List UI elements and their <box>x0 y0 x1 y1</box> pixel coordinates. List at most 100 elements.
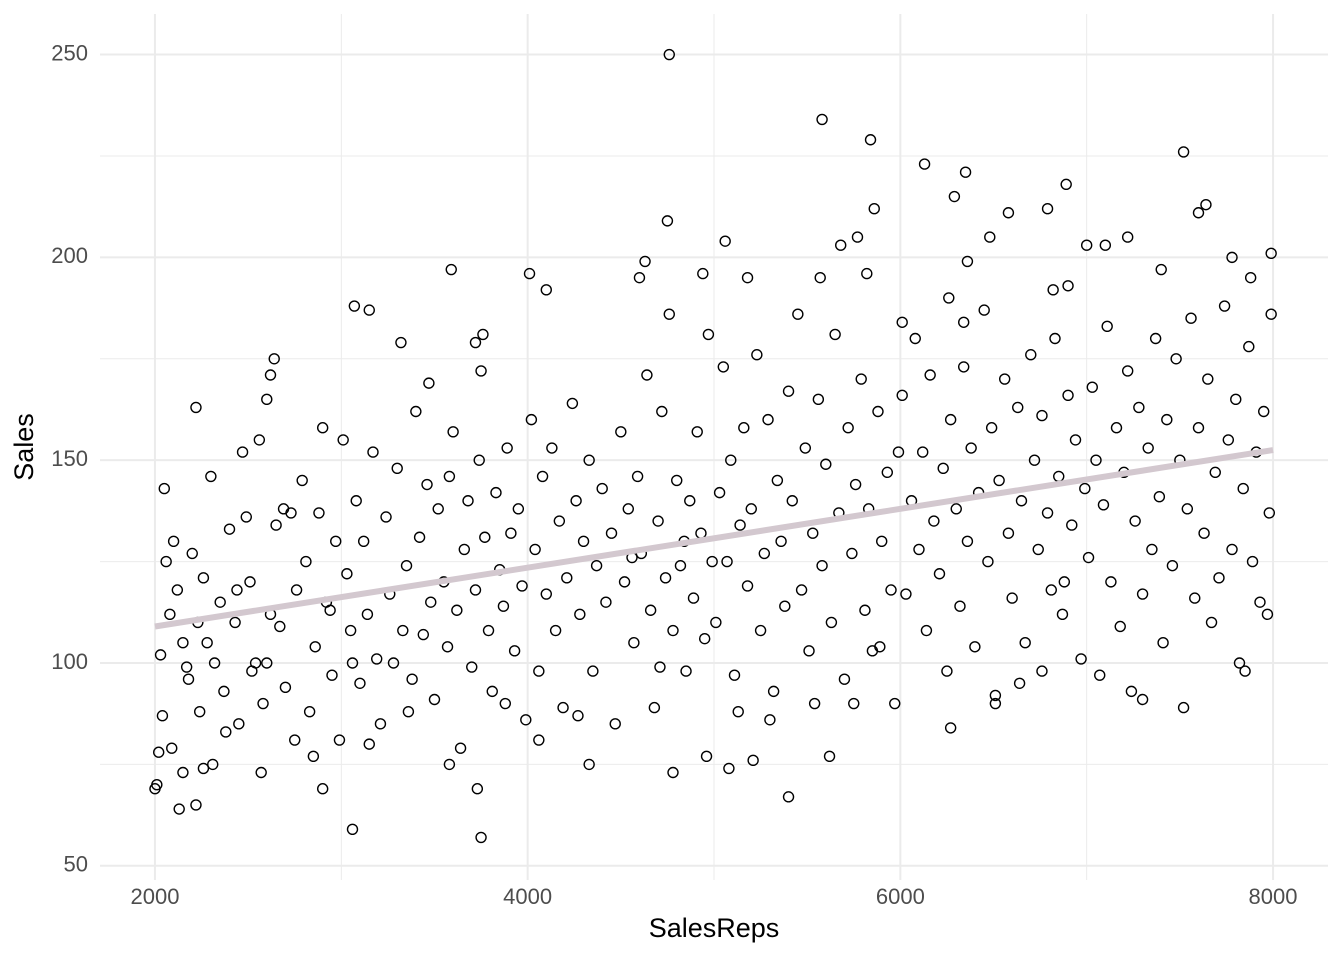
point <box>536 470 549 483</box>
point <box>583 758 595 771</box>
point <box>982 555 994 568</box>
point <box>631 470 644 483</box>
point <box>454 742 467 754</box>
x-axis-title: SalesReps <box>649 913 780 943</box>
point <box>803 645 815 657</box>
point <box>710 616 722 629</box>
point <box>674 559 687 572</box>
point <box>1170 353 1182 365</box>
point <box>443 758 456 771</box>
point <box>300 555 312 568</box>
point <box>357 535 370 548</box>
point <box>771 474 784 487</box>
point <box>1192 422 1205 434</box>
point <box>533 665 545 677</box>
point <box>1036 409 1048 422</box>
point <box>387 657 400 669</box>
point <box>274 620 286 633</box>
point <box>1254 596 1266 608</box>
y-tick-label: 200 <box>51 243 88 268</box>
point <box>782 385 795 397</box>
point <box>969 641 981 653</box>
point <box>615 426 627 438</box>
point <box>253 434 266 446</box>
point <box>639 255 651 268</box>
point <box>264 369 277 381</box>
point <box>303 705 316 718</box>
point <box>1114 620 1126 633</box>
point <box>445 263 457 276</box>
point <box>182 673 195 685</box>
point <box>1041 507 1054 519</box>
point <box>741 271 754 284</box>
point <box>1258 405 1270 418</box>
point <box>859 604 871 616</box>
point <box>428 693 441 706</box>
point <box>1185 312 1197 324</box>
point <box>1036 665 1048 677</box>
point <box>1045 584 1057 596</box>
point <box>812 393 825 406</box>
point <box>152 746 165 758</box>
point <box>233 718 245 730</box>
point <box>156 710 169 722</box>
point <box>246 665 258 677</box>
point <box>1047 284 1059 296</box>
point <box>1161 413 1173 426</box>
point <box>920 624 933 637</box>
point <box>706 555 718 568</box>
point <box>829 328 841 341</box>
point <box>1053 470 1065 483</box>
point <box>1142 442 1154 454</box>
point <box>838 673 851 685</box>
point <box>725 454 737 466</box>
x-tick-label: 4000 <box>503 884 552 909</box>
point <box>546 442 558 454</box>
point <box>937 462 949 474</box>
point <box>1265 308 1277 320</box>
point <box>432 503 444 515</box>
point <box>1200 198 1212 211</box>
point <box>395 336 407 349</box>
y-tick-label: 150 <box>51 446 88 471</box>
point <box>1086 381 1098 393</box>
point <box>154 649 167 661</box>
point <box>410 405 422 418</box>
point <box>702 328 715 341</box>
point <box>505 527 517 539</box>
point <box>917 446 929 458</box>
point <box>943 292 955 304</box>
point <box>924 369 936 381</box>
point <box>1032 543 1044 556</box>
point <box>508 645 521 657</box>
point <box>316 422 329 434</box>
point <box>289 734 301 746</box>
point <box>525 413 538 426</box>
point <box>529 543 541 556</box>
point <box>656 405 668 418</box>
point <box>1110 422 1123 434</box>
point <box>197 762 210 775</box>
point <box>1233 657 1246 669</box>
point <box>447 426 459 438</box>
point <box>641 369 653 381</box>
point <box>201 637 213 649</box>
point <box>944 413 957 426</box>
point <box>482 624 495 637</box>
point <box>516 580 528 592</box>
point <box>941 665 953 677</box>
point <box>954 600 966 612</box>
point <box>166 742 178 754</box>
point <box>190 401 202 414</box>
point <box>501 442 513 454</box>
point <box>572 710 584 722</box>
point <box>1121 365 1134 377</box>
point <box>792 308 804 320</box>
point <box>648 701 661 714</box>
point <box>698 632 711 645</box>
point <box>1101 320 1113 333</box>
point <box>1012 401 1024 414</box>
y-tick-label: 50 <box>64 852 88 877</box>
point <box>296 474 308 487</box>
point <box>361 608 374 621</box>
